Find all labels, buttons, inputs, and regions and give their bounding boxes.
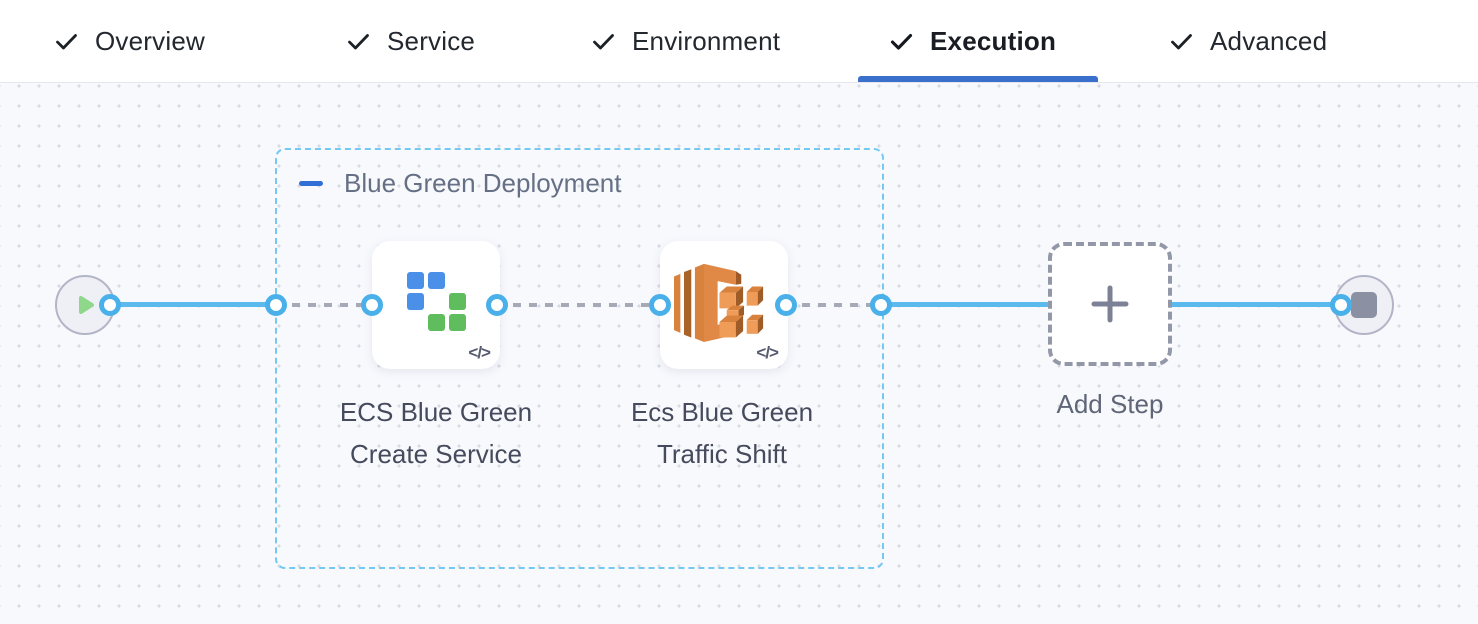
aws-ecs-icon	[674, 263, 764, 342]
step-group-blue-green-deployment: Blue Green Deployment	[275, 148, 884, 569]
stop-icon	[1351, 292, 1377, 318]
step-node-ecs-blue-green-create-service[interactable]: </>	[372, 241, 500, 369]
step-group-label: Blue Green Deployment	[344, 168, 622, 198]
code-icon: </>	[468, 343, 491, 362]
port-step2-in[interactable]	[649, 294, 671, 316]
edge-step2-to-group-exit	[786, 303, 885, 307]
port-group-out[interactable]	[870, 294, 892, 316]
edge-addstep-to-end	[1170, 302, 1341, 307]
port-group-in[interactable]	[265, 294, 287, 316]
check-icon	[348, 33, 369, 49]
step-node-ecs-blue-green-traffic-shift[interactable]: </>	[660, 241, 788, 369]
edge-group-to-step1	[276, 303, 376, 307]
port-step1-out[interactable]	[486, 294, 508, 316]
edge-group-to-addstep	[881, 302, 1052, 307]
stage-config-tabbar: Overview Service Environment Execution A…	[0, 0, 1478, 83]
plus-icon	[1091, 285, 1129, 323]
blue-green-squares-icon	[406, 271, 466, 331]
edge-start-to-group	[110, 302, 280, 307]
port-step2-out[interactable]	[775, 294, 797, 316]
tab-label: Advanced	[1210, 25, 1328, 56]
edge-step1-to-step2	[497, 303, 664, 307]
collapse-group-button[interactable]	[299, 176, 323, 192]
tab-advanced[interactable]: Advanced	[1168, 0, 1327, 82]
active-tab-underline	[858, 76, 1098, 82]
tab-environment[interactable]: Environment	[590, 0, 780, 82]
code-icon: </>	[756, 343, 779, 362]
step-label-ecs-blue-green-traffic-shift: Ecs Blue Green Traffic Shift	[630, 397, 814, 469]
tab-overview[interactable]: Overview	[53, 0, 205, 82]
check-icon	[1171, 33, 1192, 49]
tab-label: Environment	[632, 25, 781, 56]
tab-label: Execution	[930, 25, 1057, 56]
minus-icon	[299, 181, 323, 186]
port-end-in[interactable]	[1330, 294, 1352, 316]
check-icon	[890, 33, 913, 50]
check-icon	[56, 33, 77, 49]
port-start-out[interactable]	[99, 294, 121, 316]
play-icon	[79, 296, 94, 314]
tab-label: Overview	[95, 25, 205, 56]
add-step-button[interactable]	[1048, 242, 1172, 366]
tab-label: Service	[387, 25, 476, 56]
check-icon	[593, 33, 614, 49]
tab-service[interactable]: Service	[345, 0, 475, 82]
step-group-header: Blue Green Deployment	[299, 168, 621, 199]
pipeline-canvas: Blue Green Deployment </>	[0, 83, 1478, 624]
tab-execution[interactable]: Execution	[888, 0, 1056, 82]
step-label-ecs-blue-green-create-service: ECS Blue Green Create Service	[339, 397, 533, 469]
add-step-label: Add Step	[1056, 389, 1164, 419]
port-step1-in[interactable]	[361, 294, 383, 316]
